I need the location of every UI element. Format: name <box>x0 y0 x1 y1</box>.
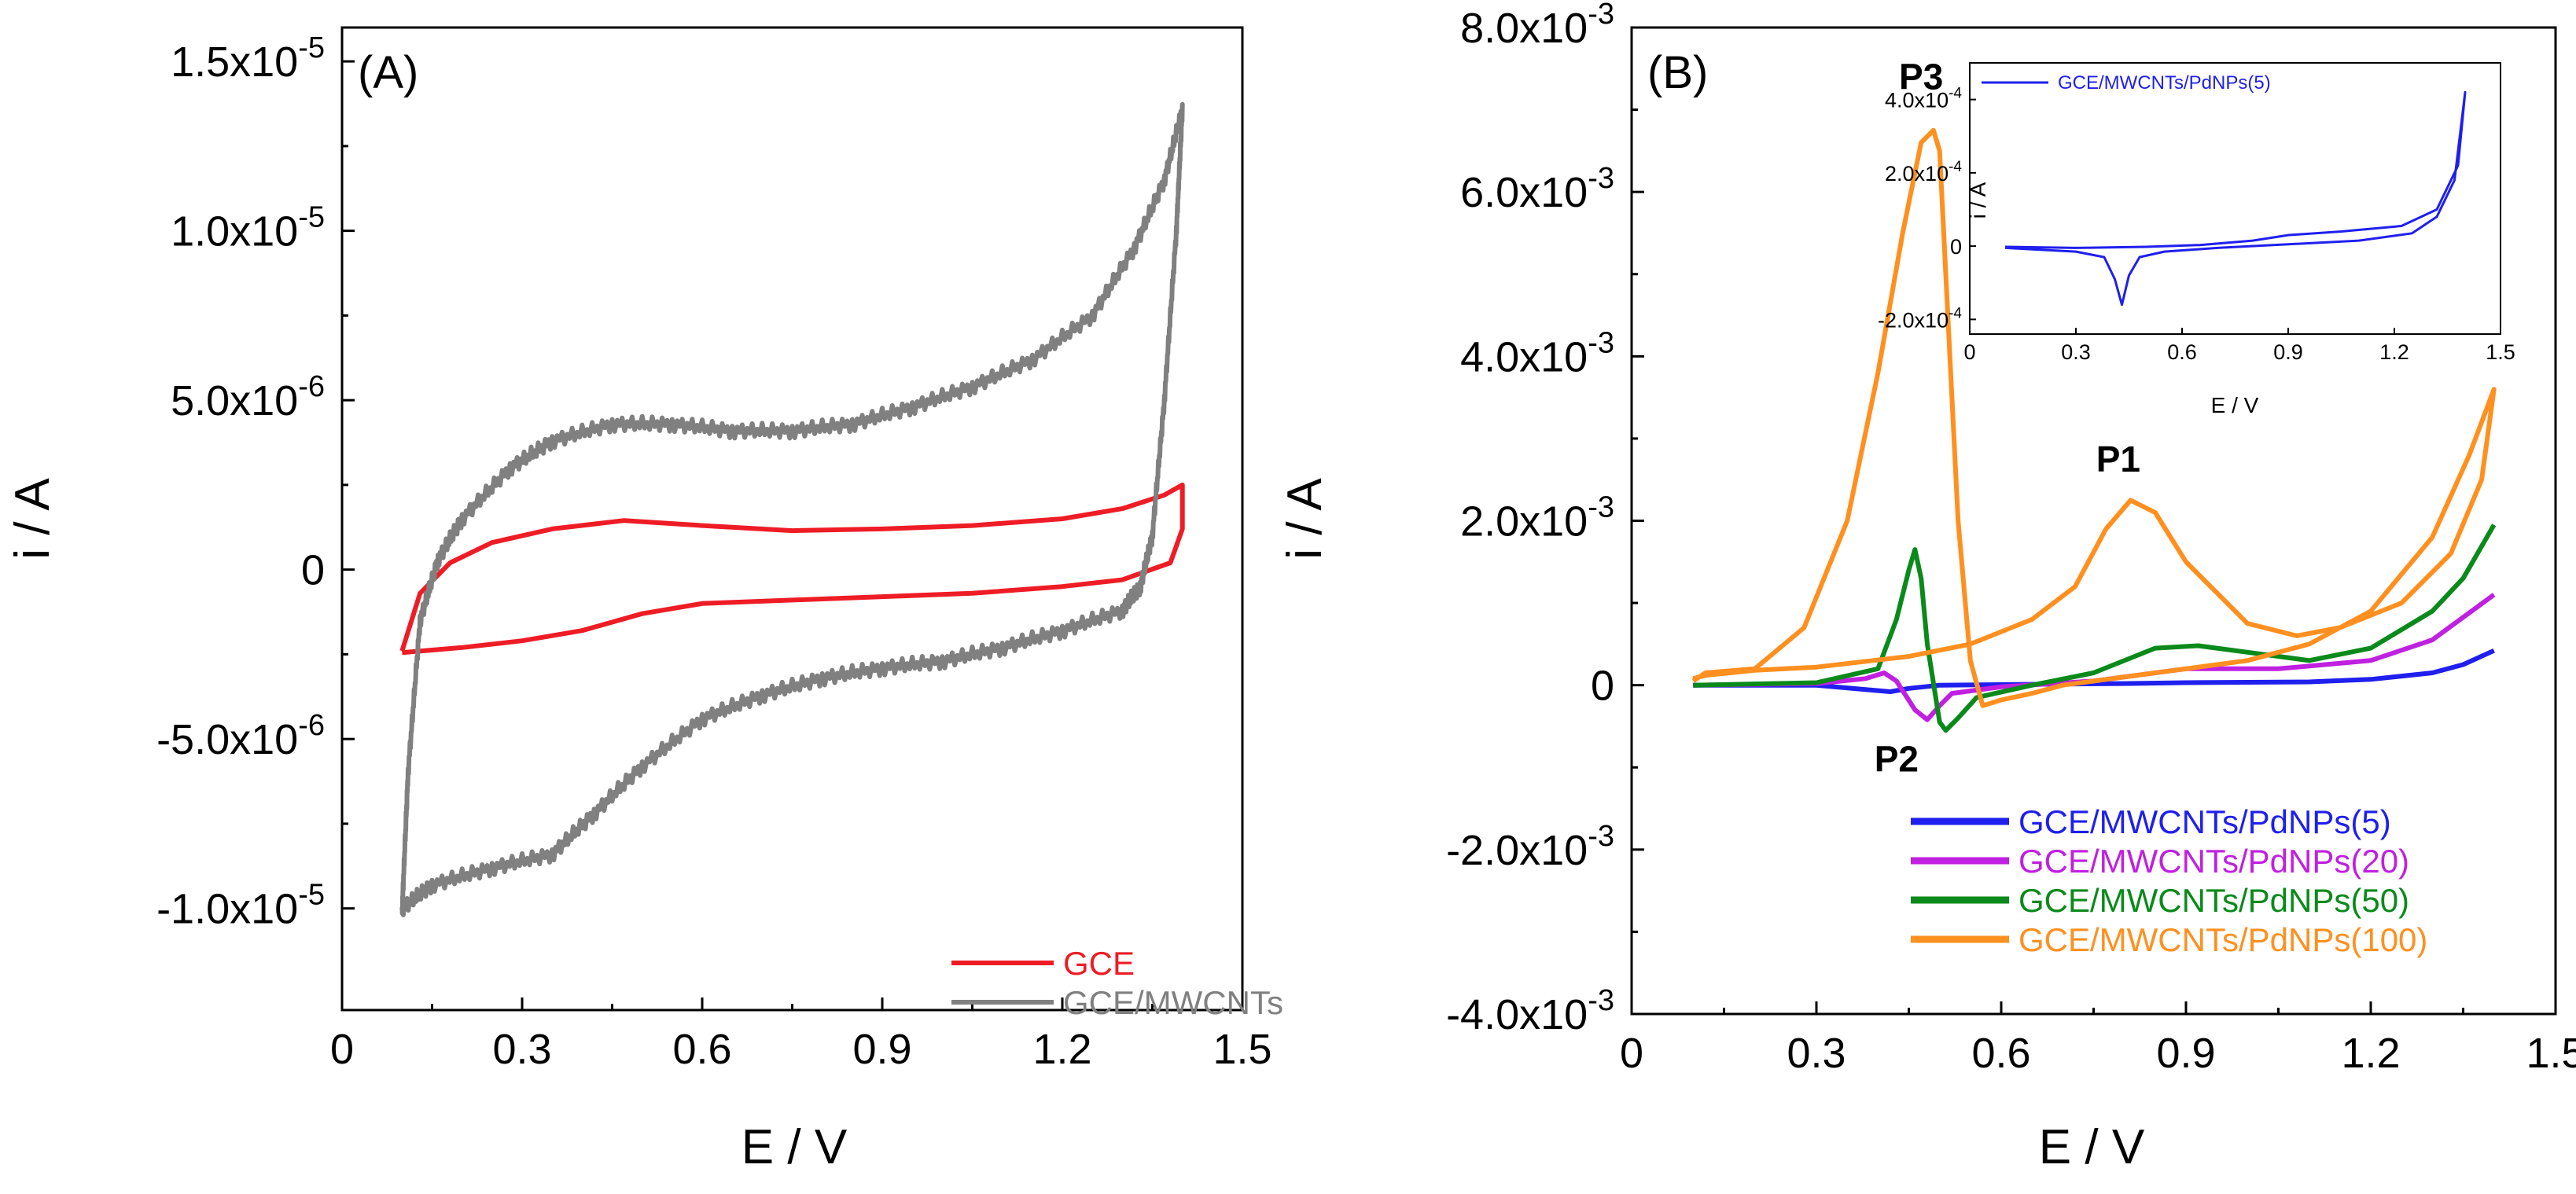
legend-entry-label: GCE/MWCNTs/PdNPs(5) <box>2018 803 2391 840</box>
y-tick-label: 5.0x10-6 <box>171 370 325 424</box>
panel-a-series-layer <box>399 101 1185 917</box>
x-tick-label: 0.6 <box>672 1026 731 1073</box>
inset-background <box>1970 63 2501 334</box>
x-tick-label: 1.5 <box>1213 1026 1271 1073</box>
x-tick-label: 0.9 <box>852 1026 911 1073</box>
inset-x-axis-label: E / V <box>2211 393 2259 417</box>
y-tick-label: 2.0x10-4 <box>1885 159 1962 186</box>
inset-plot-frame <box>1969 62 2501 335</box>
legend-entry-label: GCE/MWCNTs <box>1063 984 1283 1021</box>
x-tick-label: 0.9 <box>2156 1030 2215 1077</box>
panel-a-ticks: 0 0.3 0.6 0.9 1.2 1.5 -1.0x10-5 -5.0x10-6 0 5.0x1… <box>156 31 1271 1073</box>
panel-b-y-axis-label: i / A <box>1278 478 1332 560</box>
y-tick-label: -1.0x10-5 <box>156 879 325 933</box>
panel-b-ticks: 0 0.3 0.6 0.9 1.2 1.5 -4.0x10-3 -2.0x10-3 0 2.0x1… <box>1446 0 2576 1077</box>
x-tick-label: 0.3 <box>1787 1030 1846 1077</box>
x-tick-label: 1.2 <box>2341 1030 2400 1077</box>
y-tick-label: 6.0x10-3 <box>1460 162 1614 216</box>
series-line-gce-mwcnts-pdnps-5- <box>2004 90 2467 307</box>
y-tick-label: -4.0x10-3 <box>1446 984 1614 1038</box>
peak-label-p3: P3 <box>1899 56 1943 97</box>
x-tick-label: 0 <box>1963 340 1975 364</box>
x-tick-label: 0.3 <box>492 1026 551 1073</box>
x-tick-label: 0.9 <box>2273 340 2303 364</box>
panel-b-label: (B) <box>1647 47 1708 98</box>
series-line-gce-mwcnts-pdnps-100- <box>1691 127 2497 708</box>
series-line-gce-mwcnts <box>399 101 1185 917</box>
y-tick-label: 2.0x10-3 <box>1460 491 1614 546</box>
series-line-gce-mwcnts-pdnps-5- <box>1693 648 2495 694</box>
y-tick-label: 4.0x10-4 <box>1885 86 1962 112</box>
panel-a-chart: 0 0.3 0.6 0.9 1.2 1.5 -1.0x10-5 -5.0x10-6 0 5.0x1… <box>6 26 1283 1174</box>
y-tick-label: 1.5x10-5 <box>171 31 325 86</box>
peak-label-p1: P1 <box>2096 439 2140 479</box>
y-tick-label: 1.0x10-5 <box>171 201 325 255</box>
y-tick-label: 0 <box>301 547 325 594</box>
y-tick-label: 4.0x10-3 <box>1460 326 1614 380</box>
x-tick-label: 0.6 <box>2167 340 2197 364</box>
x-tick-label: 0 <box>330 1026 354 1073</box>
legend-entry-label: GCE/MWCNTs/PdNPs(20) <box>2018 843 2409 880</box>
x-tick-label: 0.3 <box>2061 340 2091 364</box>
inset-y-axis-label: i / A <box>1966 182 1990 219</box>
y-tick-label: 8.0x10-3 <box>1460 0 1614 52</box>
y-tick-label: 0 <box>1950 235 1962 259</box>
x-tick-label: 1.5 <box>2486 340 2515 364</box>
x-tick-label: 0 <box>1620 1030 1643 1077</box>
inset-ticks: 0 0.3 0.6 0.9 1.2 1.5-2.0x10-402.0x10-44.0x10… <box>1878 86 2515 364</box>
panel-b-legend: GCE/MWCNTs/PdNPs(5)GCE/MWCNTs/PdNPs(20)G… <box>1911 803 2427 958</box>
panel-a-x-axis-label: E / V <box>742 1120 848 1174</box>
series-line-gce-mwcnts-pdnps-20- <box>1693 593 2496 722</box>
y-tick-label: -2.0x10-3 <box>1446 820 1614 874</box>
x-tick-label: 1.2 <box>1032 1026 1091 1073</box>
panel-b-chart: 0 0.3 0.6 0.9 1.2 1.5 -4.0x10-3 -2.0x10-3 0 2.0x1… <box>1278 0 2576 1174</box>
series-line-gce <box>399 482 1185 656</box>
panel-b-inset-chart: 0 0.3 0.6 0.9 1.2 1.5-2.0x10-402.0x10-44.0x10… <box>1878 62 2515 417</box>
y-tick-label: 0 <box>1591 663 1614 710</box>
legend-entry-label: GCE <box>1063 945 1135 982</box>
x-tick-label: 0.6 <box>1971 1030 2030 1077</box>
y-tick-label: -5.0x10-6 <box>156 709 325 763</box>
inset-legend: GCE/MWCNTs/PdNPs(5) <box>1982 72 2271 94</box>
peak-label-p2: P2 <box>1875 738 1919 779</box>
panel-a-label: (A) <box>358 47 418 98</box>
inset-series-layer <box>1970 63 2501 334</box>
x-tick-label: 1.5 <box>2526 1030 2576 1077</box>
panel-a-y-axis-label: i / A <box>6 478 60 560</box>
panel-b-x-axis-label: E / V <box>2039 1120 2145 1174</box>
legend-entry-label: GCE/MWCNTs/PdNPs(5) <box>2058 72 2271 94</box>
legend-entry-label: GCE/MWCNTs/PdNPs(100) <box>2018 921 2427 958</box>
x-tick-label: 1.2 <box>2379 340 2409 364</box>
legend-entry-label: GCE/MWCNTs/PdNPs(50) <box>2018 882 2409 919</box>
series-line-gce-mwcnts-pdnps-50- <box>1693 524 2497 733</box>
y-tick-label: -2.0x10-4 <box>1878 305 1962 332</box>
panel-b-series-layer <box>1691 127 2497 733</box>
panel-b-annotations: P3 P1 P2 <box>1875 56 2140 779</box>
